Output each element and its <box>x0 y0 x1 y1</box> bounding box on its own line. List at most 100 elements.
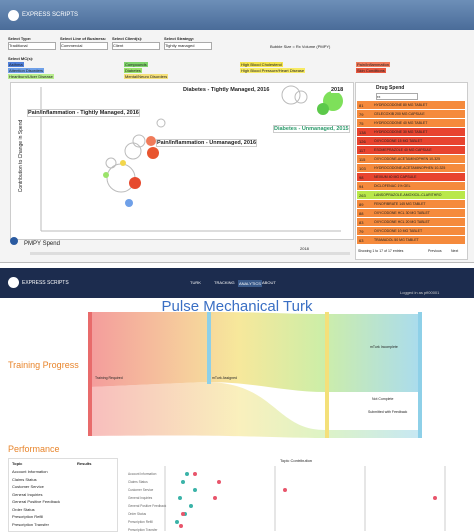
topic-row-label: General Inquiries <box>128 496 153 500</box>
table-footer: Showing 1 to 17 of 17 entries <box>358 249 404 253</box>
annotation: Pain/Inflammation - Tightly Managed, 201… <box>27 109 140 117</box>
topic-title: Topic Contribution <box>280 458 313 463</box>
bubble <box>129 177 141 189</box>
row-name: HYDROCODONE 30 MG TABLET <box>374 130 428 134</box>
mc-tag[interactable]: Asthma <box>8 62 24 67</box>
row-name: HYDROCODONE-ACETAMINOPHEN 10-325 <box>374 166 446 170</box>
row-name: ESOMEPRAZOLE 40 MG CAPSULE <box>374 148 432 152</box>
nav-item[interactable]: ABOUT <box>262 280 276 285</box>
nav-item[interactable]: TRACKING <box>214 280 235 285</box>
row-id: 263 <box>359 193 366 198</box>
topic-row-label: Account Information <box>128 472 157 476</box>
nav-item[interactable]: TURK <box>190 280 201 285</box>
logo-text: EXPRESS SCRIPTS <box>22 12 79 18</box>
table-cell: General Positive Feedback <box>12 499 61 504</box>
filter-label: Select Client(s): <box>112 36 143 41</box>
table-title: Drug Spend <box>376 85 405 91</box>
table-row <box>357 227 465 235</box>
row-id: 103 <box>359 166 366 171</box>
mc-tag[interactable]: Diabetes <box>124 68 142 73</box>
bubble <box>120 160 126 166</box>
table-cell: Prescription Refill <box>12 514 44 519</box>
row-id: 117 <box>359 148 366 153</box>
topic-row-label: Order Status <box>128 512 147 516</box>
filter-label: Select Type: <box>8 36 32 41</box>
table-cell: Account Information <box>12 469 48 474</box>
bottom-dashboard: EXPRESS SCRIPTS Logged in as pfi00001 Pu… <box>0 268 474 532</box>
topic-row-label: Customer Service <box>128 488 154 492</box>
sankey-label: Training Required <box>95 376 123 380</box>
drug-table: Drug Spend rx 81 HYDROCODONE 80 MG TABLET… <box>355 82 468 260</box>
filter-select[interactable]: Traditional <box>8 42 56 50</box>
section-title: Training Progress <box>8 360 79 370</box>
mc-tag[interactable]: High Blood Cholesterol <box>240 62 283 67</box>
bubble <box>125 199 133 207</box>
row-id: 98 <box>359 175 364 180</box>
row-id: 94 <box>359 184 364 189</box>
mc-tag[interactable]: Pain/Inflammation <box>356 62 391 67</box>
row-name: CELECOXIB 200 MG CAPSULE <box>374 112 425 116</box>
row-name: OXYCODONE 10 MG TABLET <box>374 229 423 233</box>
sankey <box>88 312 422 438</box>
next-button[interactable]: Next <box>451 249 459 253</box>
topic-row-label: Prescription Transfer <box>128 528 158 532</box>
filter-select[interactable]: Client <box>112 42 160 50</box>
table-cell: General Inquiries <box>12 491 43 497</box>
table-row <box>357 146 465 154</box>
annotation: Pain/Inflammation - Unmanaged, 2016 <box>156 139 258 147</box>
table-row <box>357 137 465 145</box>
row-id: 126 <box>359 139 366 144</box>
prev-button[interactable]: Previous <box>428 249 442 253</box>
play-button[interactable] <box>10 237 18 245</box>
mc-tag[interactable]: Skin Conditions <box>356 68 386 73</box>
table-row <box>357 173 465 181</box>
filter-label: Select Line of Business: <box>60 36 107 41</box>
annotation: Diabetes - Unmanaged, 2015 <box>273 125 350 133</box>
row-name: HYDROCODONE 80 MG TABLET <box>374 103 428 107</box>
section-title: Performance <box>8 444 60 454</box>
mc-tag[interactable]: Heartburn/Ulcer Disease <box>8 74 54 79</box>
bubble-note: Bubble Size = Rx Volume (PMPY) <box>270 44 331 49</box>
table-row <box>357 155 465 163</box>
sankey-label: mTurk Assigned <box>212 376 237 380</box>
bubble <box>147 147 159 159</box>
row-id: 88 <box>359 211 364 216</box>
sankey-label: Submitted with Feedback <box>368 410 408 414</box>
row-name: HYDROCODONE 40 MG TABLET <box>374 121 428 125</box>
table-row <box>357 236 465 244</box>
table-row <box>357 119 465 127</box>
filter-select[interactable]: Commercial <box>60 42 108 50</box>
topic-row-label: Claims Status <box>128 480 148 484</box>
mc-tag[interactable]: Mental/Neuro Disorders <box>124 74 169 79</box>
table-row <box>357 101 465 109</box>
bubble <box>103 172 109 178</box>
table-row <box>357 191 465 199</box>
row-id: 63 <box>359 238 364 243</box>
row-id: 115 <box>359 157 366 162</box>
table-header: Topic <box>12 461 23 466</box>
table-cell: Customer Service <box>12 484 44 489</box>
row-name: NEXIUM 40 MG CAPSULE <box>374 175 417 179</box>
mc-tag[interactable]: Compounds <box>124 62 148 67</box>
year-slider[interactable] <box>30 252 350 255</box>
search-box[interactable]: rx <box>376 93 418 100</box>
table-row <box>357 182 465 190</box>
topic-row-label: Prescription Refill <box>128 520 153 524</box>
user: Logged in as pfi00001 <box>400 290 440 295</box>
mc-tag[interactable]: High Blood Pressure/Heart Disease <box>240 68 306 73</box>
table-row <box>357 200 465 208</box>
table-row <box>357 164 465 172</box>
row-name: LANSOPRAZOLE-AMOXICIL-CLARITHRO <box>374 193 442 197</box>
row-name: TRAMADOL 50 MG TABLET <box>374 238 419 242</box>
sankey-label: Not Complete <box>372 397 394 401</box>
slider-year: 2018 <box>300 246 309 251</box>
header-bar: EXPRESS SCRIPTS <box>0 0 474 30</box>
nav-item[interactable]: ANALYTICS <box>238 280 262 287</box>
row-id: 138 <box>359 130 366 135</box>
topic-dots <box>164 466 446 531</box>
row-name: OXYCODONE-ACETAMINOPHEN 10-325 <box>374 157 441 161</box>
mc-tag[interactable]: Attention Disorders <box>8 68 45 73</box>
bubble <box>146 136 156 146</box>
filter-select[interactable]: Tightly managed <box>164 42 212 50</box>
bubble-chart: Diabetes - Tightly Managed, 2016 2018 Pa… <box>10 82 354 240</box>
